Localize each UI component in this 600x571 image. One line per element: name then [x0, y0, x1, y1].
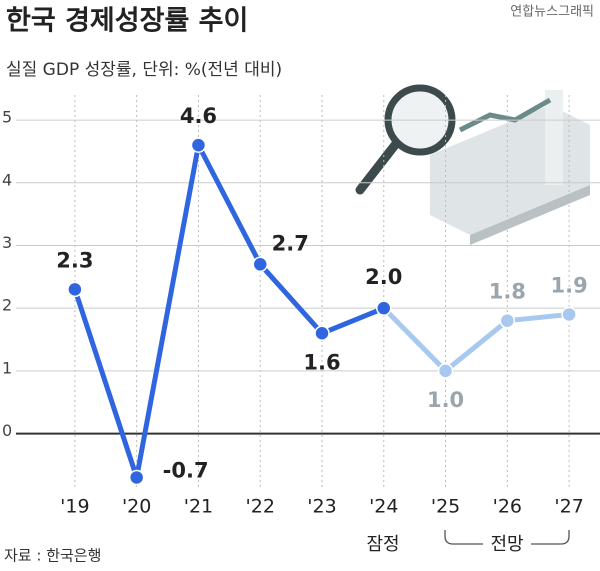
y-tick-label: 3	[2, 233, 12, 252]
value-label: 1.9	[551, 273, 588, 297]
x-tick-label: '23	[307, 496, 336, 518]
annotation: 전망	[490, 534, 523, 555]
annotation: 잠정	[366, 534, 399, 555]
value-label: 1.6	[303, 350, 340, 374]
line-segment	[72, 286, 140, 480]
value-label: 1.0	[427, 388, 464, 412]
x-tick-label: '21	[184, 496, 213, 518]
point	[437, 363, 454, 379]
y-tick-label: 1	[2, 358, 12, 377]
point	[499, 312, 516, 329]
x-tick-label: '22	[246, 496, 275, 518]
line-segment	[319, 305, 387, 336]
value-label: 4.6	[180, 104, 217, 128]
value-label: 2.7	[272, 231, 309, 255]
line-segment	[134, 142, 201, 480]
illustration	[355, 84, 590, 245]
point	[314, 325, 330, 342]
line-segment	[257, 261, 325, 336]
value-label: 2.0	[365, 265, 402, 289]
point	[376, 300, 392, 316]
source: 자료 : 한국은행	[4, 547, 101, 565]
point	[128, 469, 145, 486]
line-segment	[381, 305, 449, 374]
line-segment	[504, 311, 572, 324]
point	[190, 137, 207, 153]
subtitle: 실질 GDP 성장률, 단위: %(전년 대비)	[6, 60, 282, 80]
value-label: 2.3	[56, 248, 93, 272]
y-tick-label: 4	[2, 170, 12, 189]
x-tick-label: '25	[431, 496, 460, 518]
x-tick-label: '19	[60, 496, 89, 518]
y-tick-label: 5	[2, 108, 12, 127]
value-label: 1.8	[489, 280, 526, 304]
x-tick-label: '24	[369, 496, 398, 518]
x-tick-label: '20	[122, 496, 151, 518]
x-tick-label: '26	[493, 496, 522, 518]
chart-title: 한국 경제성장률 추이	[6, 6, 248, 37]
value-label: -0.7	[163, 458, 209, 482]
point	[561, 306, 577, 323]
bracket	[444, 530, 570, 545]
x-tick-label: '27	[554, 496, 583, 518]
line-segment	[195, 142, 263, 267]
y-tick-label: 2	[2, 296, 12, 315]
y-tick-label: 0	[2, 421, 12, 440]
point	[67, 281, 83, 298]
line-segment	[443, 318, 510, 374]
point	[252, 256, 268, 273]
credit: 연합뉴스그래픽	[510, 5, 594, 20]
